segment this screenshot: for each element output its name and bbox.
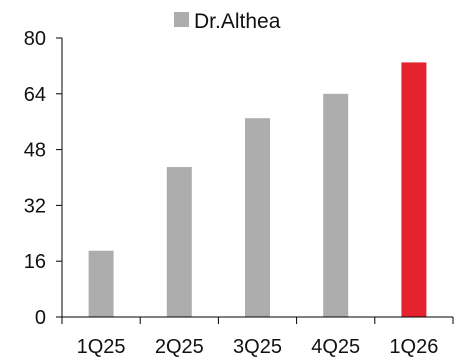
bars	[88, 62, 427, 318]
x-category-label: 4Q25	[311, 336, 360, 358]
x-category-label: 1Q26	[389, 336, 438, 358]
y-tick-label: 32	[24, 195, 46, 217]
x-category-label: 2Q25	[155, 336, 204, 358]
bar-3q25	[245, 118, 270, 318]
legend-swatch	[174, 12, 189, 27]
y-tick-label: 80	[24, 28, 46, 50]
y-tick-label: 64	[24, 84, 46, 106]
legend-label-dr-althea: Dr.Althea	[194, 10, 281, 33]
bar-1q26	[401, 62, 427, 317]
x-axis-labels: 1Q25 2Q25 3Q25 4Q25 1Q26	[77, 336, 439, 358]
y-axis-ticks: 0 16 32 48 64 80	[24, 28, 62, 329]
bar-4q25	[323, 93, 349, 317]
bar-2q25	[166, 167, 192, 317]
y-tick-label: 0	[35, 307, 46, 329]
y-tick-label: 16	[24, 251, 46, 273]
x-category-label: 3Q25	[233, 336, 282, 358]
x-category-label: 1Q25	[77, 336, 126, 358]
x-axis-ticks	[61, 317, 454, 324]
y-tick-label: 48	[24, 140, 46, 162]
bar-1q25	[88, 250, 114, 317]
legend: Dr.Althea	[174, 10, 281, 33]
